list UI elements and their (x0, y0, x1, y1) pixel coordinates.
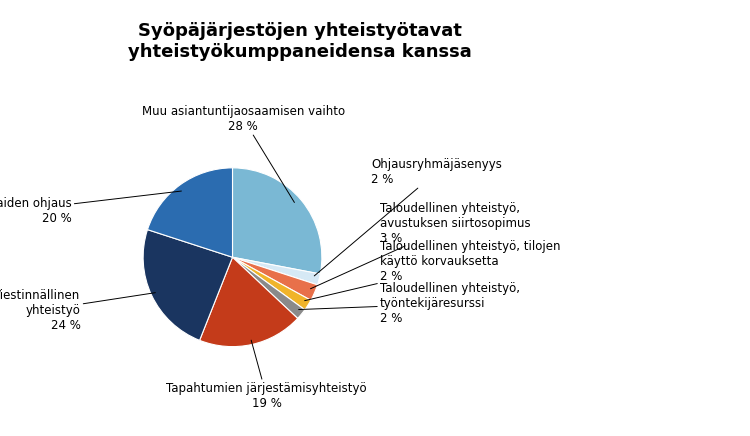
Wedge shape (232, 257, 317, 300)
Text: Viestinnällinen
yhteistyö
24 %: Viestinnällinen yhteistyö 24 % (0, 290, 155, 332)
Text: Tapahtumien järjestämisyhteistyö
19 %: Tapahtumien järjestämisyhteistyö 19 % (166, 340, 367, 410)
Text: Asiakkaiden ohjaus
20 %: Asiakkaiden ohjaus 20 % (0, 191, 182, 225)
Text: Taloudellinen yhteistyö,
työntekijäresurssi
2 %: Taloudellinen yhteistyö, työntekijäresur… (298, 282, 520, 325)
Wedge shape (232, 257, 304, 318)
Wedge shape (200, 257, 298, 347)
Wedge shape (143, 230, 232, 341)
Text: Syöpäjärjestöjen yhteistyötavat
yhteistyökumppaneidensa kanssa: Syöpäjärjestöjen yhteistyötavat yhteisty… (128, 22, 472, 61)
Text: Taloudellinen yhteistyö,
avustuksen siirtosopimus
3 %: Taloudellinen yhteistyö, avustuksen siir… (310, 202, 530, 289)
Wedge shape (232, 168, 322, 274)
Text: Taloudellinen yhteistyö, tilojen
käyttö korvauksetta
2 %: Taloudellinen yhteistyö, tilojen käyttö … (304, 240, 560, 301)
Text: Muu asiantuntijaosaamisen vaihto
28 %: Muu asiantuntijaosaamisen vaihto 28 % (142, 105, 345, 202)
Wedge shape (232, 257, 310, 310)
Wedge shape (148, 168, 232, 257)
Wedge shape (232, 257, 320, 285)
Text: Ohjausryhmäjäsenyys
2 %: Ohjausryhmäjäsenyys 2 % (314, 158, 502, 276)
